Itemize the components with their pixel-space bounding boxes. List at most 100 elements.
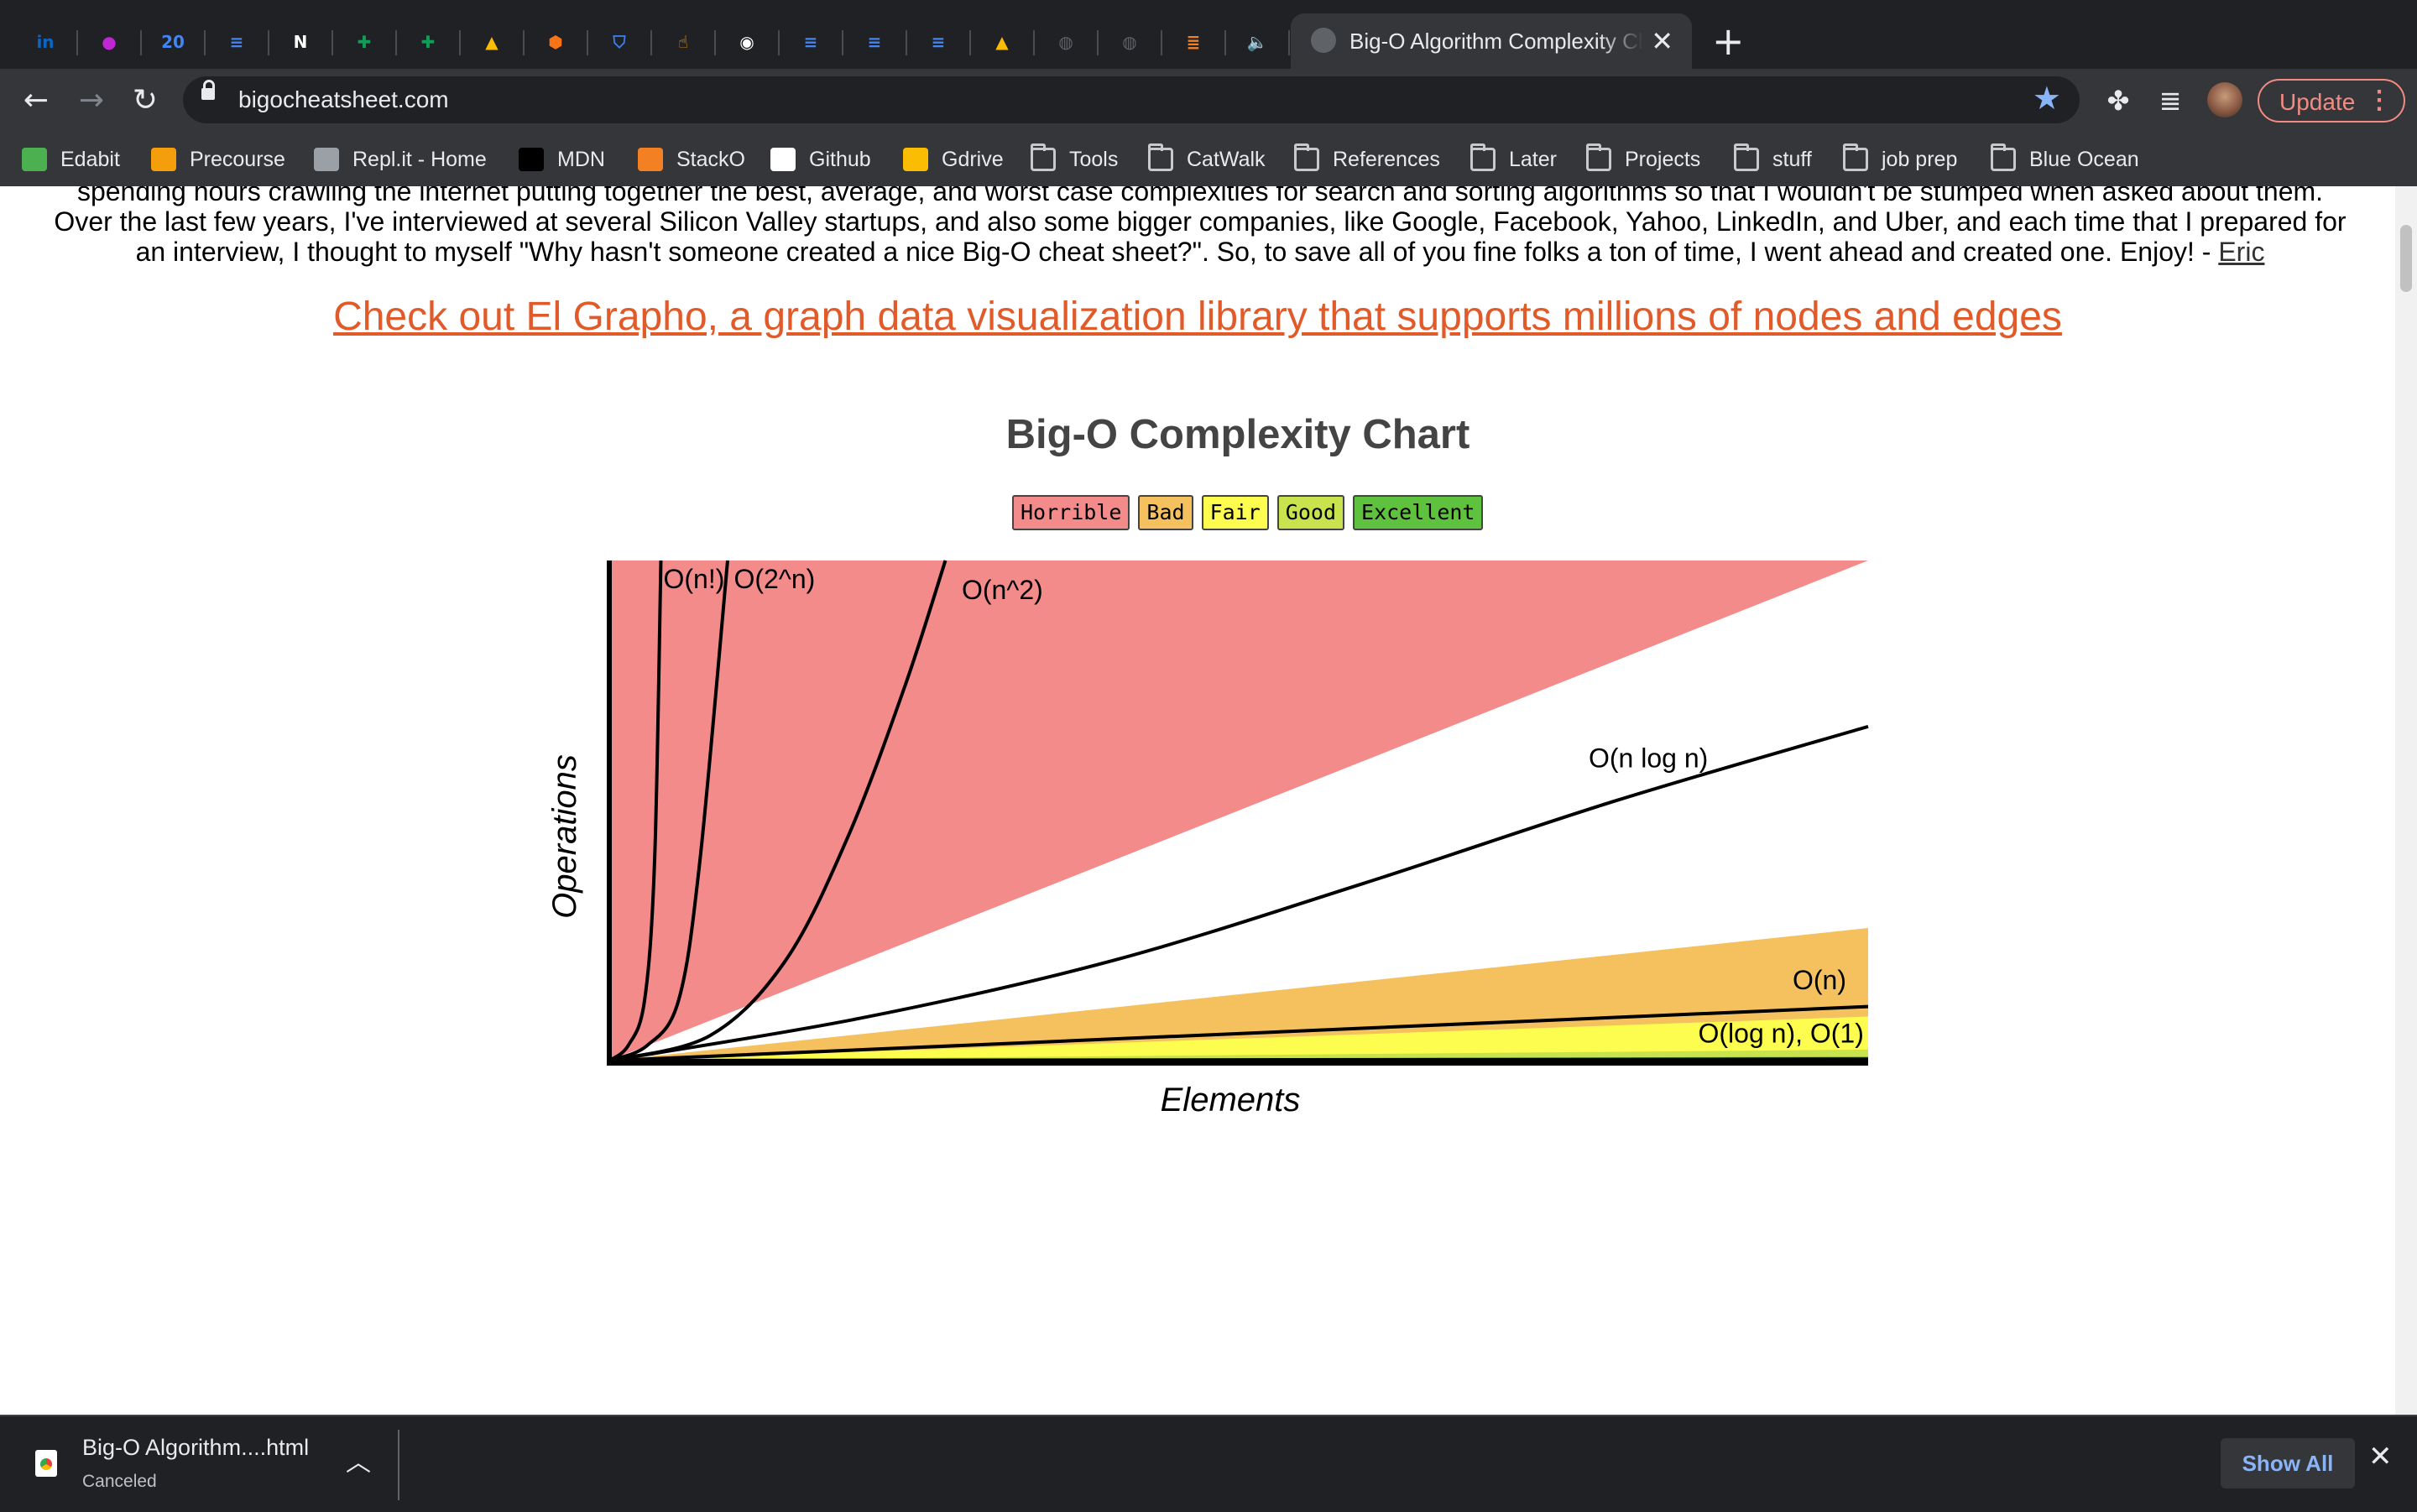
pinned-tab[interactable]: ≣ <box>1168 17 1219 67</box>
legend-item: Excellent <box>1353 495 1484 530</box>
pinned-tab[interactable]: ◉ <box>722 17 772 67</box>
close-tab-icon[interactable]: ✕ <box>1651 25 1673 57</box>
download-filename[interactable]: Big-O Algorithm....html <box>82 1435 310 1460</box>
close-download-bar-icon[interactable]: ✕ <box>2368 1440 2393 1473</box>
bookmark-label: Tools <box>1069 147 1119 171</box>
pinned-tab[interactable]: ≡ <box>913 17 963 67</box>
lock-icon <box>201 80 215 100</box>
bookmark-item[interactable]: Projects <box>1586 143 1700 176</box>
curve-label: O(log n), O(1) <box>1699 1019 1864 1049</box>
legend-item: Horrible <box>1012 495 1130 530</box>
active-tab[interactable]: Big-O Algorithm Complexity Cheat Sheet (… <box>1291 13 1692 69</box>
google-drive-icon: ▲ <box>485 32 499 52</box>
extensions-puzzle-icon[interactable]: ✤ <box>2106 85 2130 117</box>
bookmark-item[interactable]: References <box>1294 143 1440 176</box>
pinned-tab[interactable]: ▲ <box>977 17 1027 67</box>
tab-separator <box>459 30 461 55</box>
pinned-tab[interactable]: N <box>275 17 326 67</box>
folder-icon <box>1470 143 1496 171</box>
bookmark-label: Repl.it - Home <box>352 147 487 171</box>
pinned-tab[interactable]: 20 <box>148 17 198 67</box>
curve-label: O(n!) <box>664 564 725 594</box>
update-button-label: Update <box>2279 89 2356 115</box>
bookmarks-bar: Edabit Precourse Repl.it - Home MDN StackO Gi… <box>0 133 2417 186</box>
circle-logo-icon: ● <box>102 32 117 52</box>
bookmark-item[interactable]: MDN <box>519 143 605 176</box>
pinned-tab[interactable]: 🔈 <box>1232 17 1282 67</box>
bookmark-item[interactable]: Tools <box>1031 143 1118 176</box>
folder-icon <box>1031 143 1056 171</box>
pinned-tab[interactable]: ⬢ <box>530 17 581 67</box>
download-bar: Big-O Algorithm....html Canceled ︿ Show … <box>0 1415 2417 1512</box>
google-docs-icon: ≡ <box>867 32 882 52</box>
profile-avatar[interactable] <box>2207 82 2242 117</box>
show-all-button[interactable]: Show All <box>2221 1438 2355 1489</box>
google-docs-icon: ≡ <box>229 32 244 52</box>
page-content: spending hours crawling the internet put… <box>0 186 2395 1415</box>
tab-separator <box>268 30 269 55</box>
region-bad <box>609 928 1868 1061</box>
update-button[interactable]: Update ⋮ <box>2258 79 2405 123</box>
pinned-tab[interactable]: ◍ <box>1041 17 1091 67</box>
stackoverflow-icon: ≣ <box>1186 32 1201 52</box>
pinned-tab[interactable]: ▲ <box>467 17 517 67</box>
bookmark-item[interactable]: Gdrive <box>903 143 1004 176</box>
bookmark-item[interactable]: Repl.it - Home <box>314 143 487 176</box>
bookmark-label: Github <box>809 147 871 171</box>
bookmark-item[interactable]: Later <box>1470 143 1557 176</box>
folder-icon <box>1843 143 1868 171</box>
address-bar[interactable]: bigocheatsheet.com ★ <box>183 76 2080 123</box>
chart-axes <box>607 560 1868 1066</box>
media-queue-icon[interactable]: ≣ <box>2159 85 2182 117</box>
pinned-tab[interactable]: ⛉ <box>594 17 645 67</box>
bookmark-item[interactable]: Github <box>770 143 871 176</box>
tab-separator <box>1097 30 1099 55</box>
region-horrible <box>609 560 1868 1061</box>
pinned-tab[interactable]: ● <box>84 17 134 67</box>
curve-o-n- <box>608 560 663 1062</box>
scrollbar-thumb[interactable] <box>2400 225 2412 292</box>
bookmark-item[interactable]: job prep <box>1843 143 1957 176</box>
pinned-tab[interactable]: ≡ <box>849 17 900 67</box>
speaker-icon: 🔈 <box>1246 32 1268 52</box>
kebab-menu-icon[interactable]: ⋮ <box>2367 86 2392 114</box>
pinned-tab[interactable]: ≡ <box>786 17 836 67</box>
big-o-complexity-chart: O(n!) O(2^n) O(n^2) O(n log n) O(n) O(log n),… <box>546 560 1869 1118</box>
tab-strip: in ● 20 ≡ N ✚ ✚ ▲ ⬢ ⛉ ☝ ◉ ≡ ≡ ≡ ▲ ◍ ◍ ≣ 🔈 Big-O Algorithm C… <box>0 0 2417 69</box>
google-docs-icon: ≡ <box>931 32 946 52</box>
pinned-tab[interactable]: in <box>20 17 70 67</box>
bookmark-label: stuff <box>1772 147 1812 171</box>
bookmark-item[interactable]: StackO <box>638 143 745 176</box>
el-grapho-link[interactable]: Check out El Grapho, a graph data visual… <box>333 295 2062 339</box>
new-tab-button[interactable]: + <box>1712 18 1745 64</box>
chevron-up-icon[interactable]: ︿ <box>346 1448 371 1478</box>
box-icon: ⬢ <box>548 32 563 52</box>
pinned-tab[interactable]: ☝ <box>658 17 708 67</box>
reload-button[interactable]: ↻ <box>132 82 159 117</box>
page-scrollbar[interactable] <box>2395 186 2417 1415</box>
globe-icon: ◍ <box>1122 32 1137 52</box>
pinned-tab[interactable]: ≡ <box>211 17 262 67</box>
bookmark-label: Gdrive <box>942 147 1004 171</box>
curve-label: O(n^2) <box>962 575 1043 605</box>
google-calendar-icon: 20 <box>161 32 185 52</box>
bookmark-item[interactable]: Blue Ocean <box>1991 143 2139 176</box>
pinned-tab[interactable]: ◍ <box>1104 17 1155 67</box>
bookmark-label: StackO <box>676 147 745 171</box>
pinned-tab[interactable]: ✚ <box>403 17 453 67</box>
bookmark-item[interactable]: Edabit <box>22 143 120 176</box>
bookmark-item[interactable]: Precourse <box>151 143 285 176</box>
author-link[interactable]: Eric <box>2218 237 2265 267</box>
intro-paragraph: spending hours crawling the internet put… <box>34 186 2367 267</box>
chart-legend: Horrible Bad Fair Good Excellent <box>1012 495 1484 530</box>
bookmark-item[interactable]: stuff <box>1734 143 1812 176</box>
forward-button[interactable]: → <box>78 82 105 117</box>
curve-o-n-log-n- <box>608 724 1869 1062</box>
bookmark-item[interactable]: CatWalk <box>1148 143 1266 176</box>
bookmark-star-icon[interactable]: ★ <box>2032 80 2061 117</box>
curve-o-n- <box>608 1004 1869 1062</box>
download-status: Canceled <box>82 1472 157 1491</box>
back-button[interactable]: ← <box>23 82 50 117</box>
pinned-tab[interactable]: ✚ <box>339 17 389 67</box>
linkedin-icon: in <box>36 32 55 52</box>
